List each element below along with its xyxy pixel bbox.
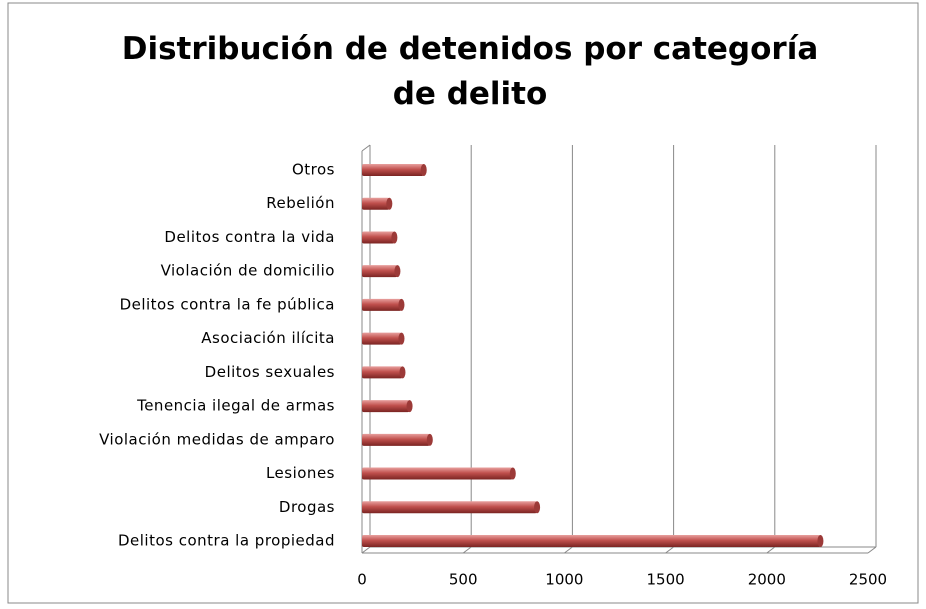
bar-end xyxy=(509,467,516,480)
bar xyxy=(362,501,538,514)
y-tick-label: Delitos contra la vida xyxy=(164,228,335,246)
bar xyxy=(362,433,430,446)
grid-floor xyxy=(564,546,573,554)
y-tick-label: Delitos sexuales xyxy=(205,363,335,381)
y-tick-label: Delitos contra la fe pública xyxy=(120,295,335,313)
bar-end xyxy=(420,164,427,176)
bar-end xyxy=(534,501,541,514)
x-tick-label: 2000 xyxy=(748,571,786,589)
grid-floor xyxy=(766,546,776,554)
bar-end xyxy=(398,298,405,311)
x-tick-label: 500 xyxy=(449,571,478,589)
bar xyxy=(362,298,402,311)
y-tick-label: Rebelión xyxy=(266,194,335,212)
y-tick-label: Otros xyxy=(292,161,335,179)
y-tick-label: Drogas xyxy=(279,498,335,516)
bar-end xyxy=(398,332,405,345)
y-tick-label: Tenencia ilegal de armas xyxy=(136,397,335,415)
chart-title: Distribución de detenidos por categoría d… xyxy=(122,31,819,112)
x-tick-label: 1000 xyxy=(545,571,583,589)
grid-floor xyxy=(462,546,472,554)
bar-end xyxy=(386,197,393,210)
bar-end xyxy=(426,433,433,446)
grid-floor xyxy=(361,546,371,554)
x-tick-label: 1500 xyxy=(647,571,685,589)
bar-end xyxy=(817,535,824,547)
grid-floor xyxy=(867,546,877,554)
y-tick-label: Lesiones xyxy=(266,464,335,482)
bar-end xyxy=(394,265,401,278)
x-tick-label: 0 xyxy=(357,571,367,589)
bar-end xyxy=(406,400,413,413)
wall-top xyxy=(361,144,371,152)
y-tick-label: Delitos contra la propiedad xyxy=(118,532,335,550)
bar xyxy=(362,467,513,480)
bar xyxy=(362,265,398,278)
y-tick-label: Violación medidas de amparo xyxy=(99,430,335,448)
y-tick-label: Asociación ilícita xyxy=(201,329,335,347)
plot: 0 500 1000 1500 2000 2500 Delitos contra la pr… xyxy=(99,144,887,589)
bar xyxy=(362,231,395,244)
y-tick-label: Violación de domicilio xyxy=(161,262,335,280)
bar xyxy=(362,535,821,547)
bar xyxy=(362,366,403,379)
bar xyxy=(362,164,424,176)
x-tick-label: 2500 xyxy=(849,571,887,589)
grid-floor xyxy=(665,546,674,554)
bar-end xyxy=(399,366,406,379)
bar xyxy=(362,400,410,413)
bar-end xyxy=(391,231,398,244)
bar xyxy=(362,332,402,345)
bar xyxy=(362,197,390,210)
